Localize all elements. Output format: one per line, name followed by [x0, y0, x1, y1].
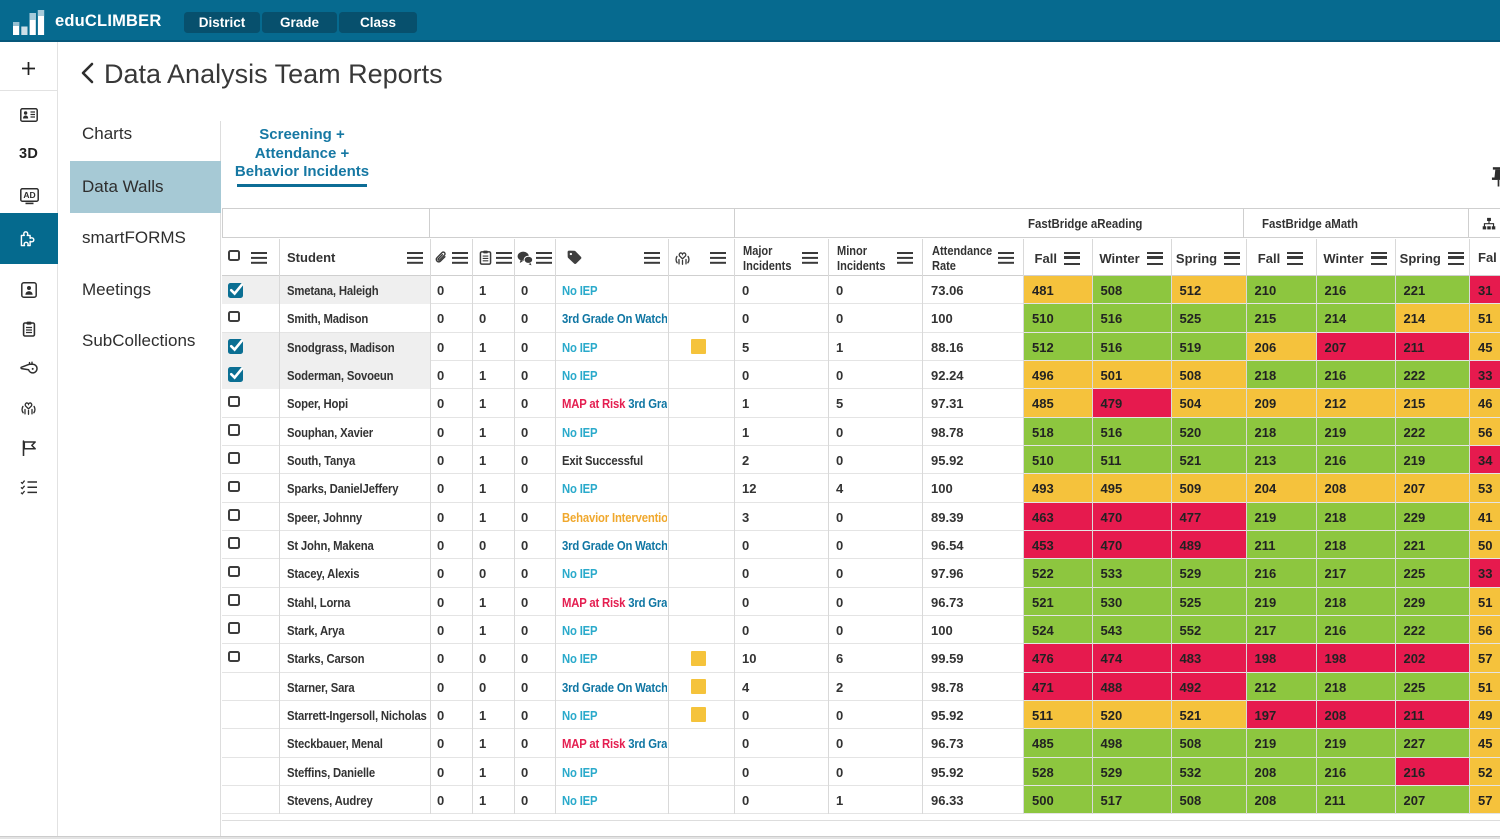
svg-text:AD: AD	[23, 190, 35, 200]
